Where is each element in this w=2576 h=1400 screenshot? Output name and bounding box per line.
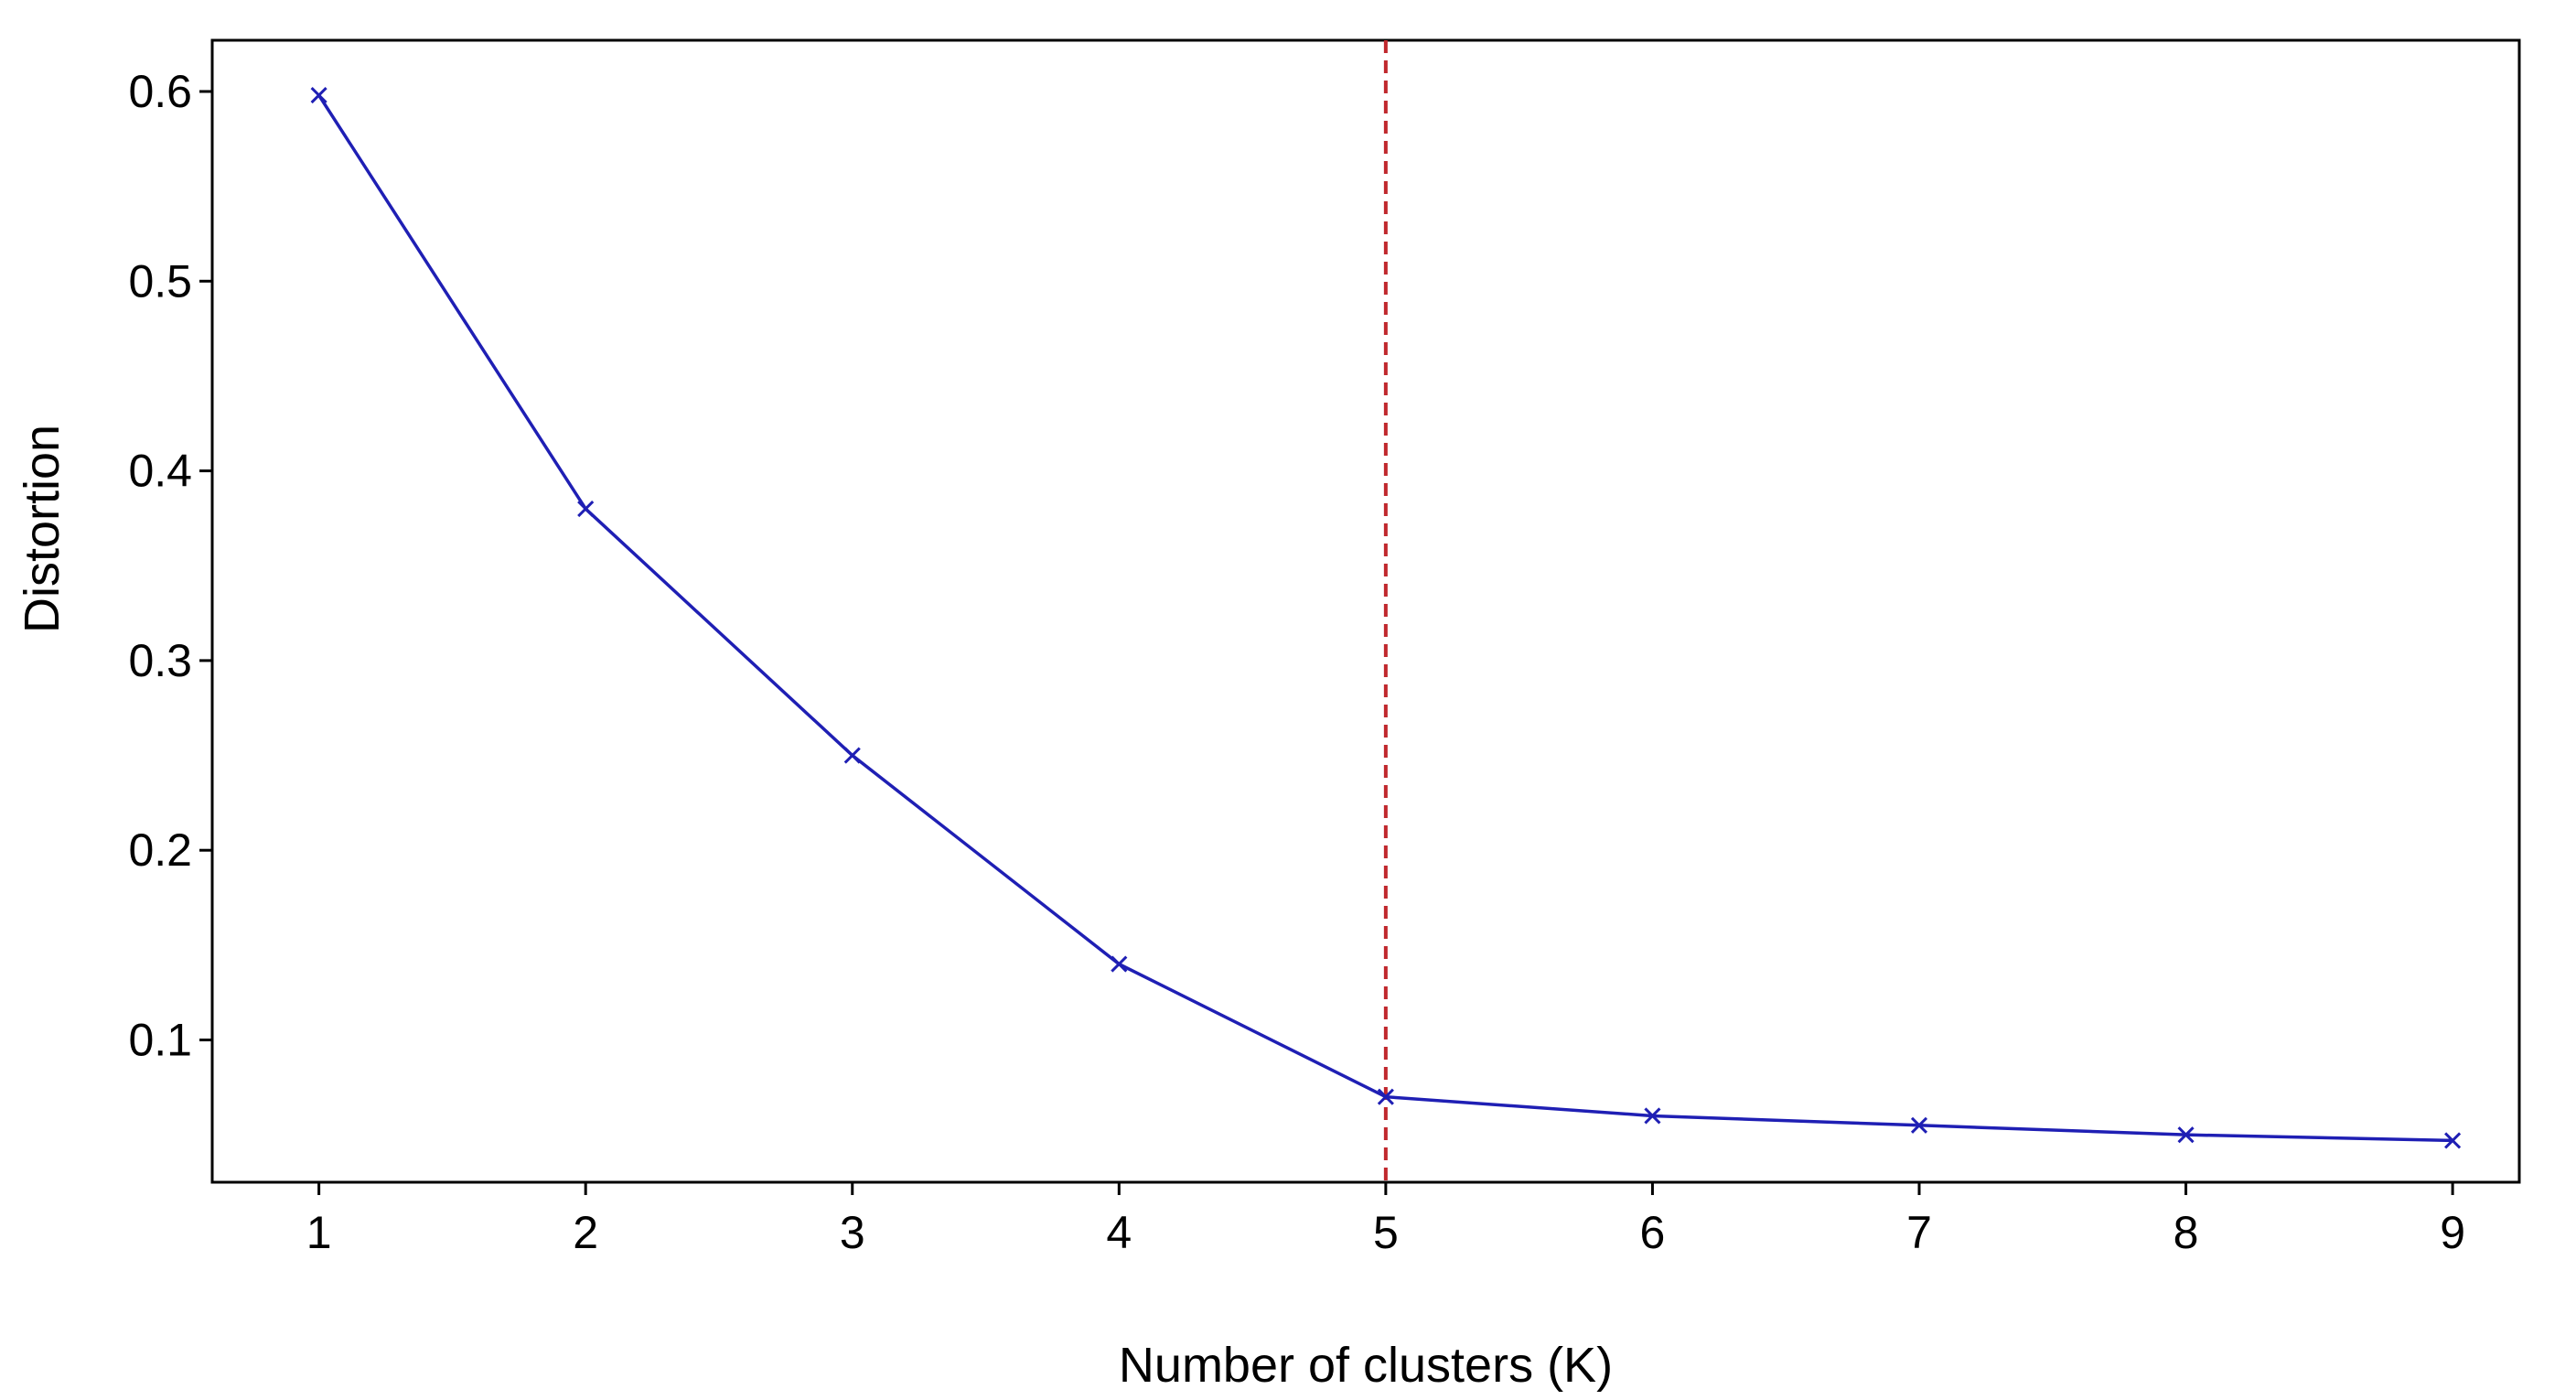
data-point-marker: [1377, 1088, 1394, 1105]
x-tick-label: 3: [840, 1207, 865, 1258]
x-tick-label: 4: [1106, 1207, 1132, 1258]
x-tick-label: 9: [2440, 1207, 2465, 1258]
y-tick-label: 0.1: [128, 1015, 192, 1066]
y-axis-title: Distortion: [15, 425, 70, 633]
data-point-marker: [310, 87, 327, 104]
data-point-marker: [843, 747, 861, 764]
x-axis-ticks: 1 2 3 4 5 6 7 8 9: [306, 1182, 2465, 1258]
y-tick-label: 0.3: [128, 635, 192, 686]
data-point-marker: [2444, 1132, 2462, 1149]
x-tick-label: 7: [1906, 1207, 1932, 1258]
data-point-marker: [577, 500, 595, 518]
x-tick-label: 8: [2174, 1207, 2199, 1258]
x-axis-title: Number of clusters (K): [1119, 1338, 1613, 1393]
x-tick-label: 1: [306, 1207, 332, 1258]
y-axis-ticks: 0.1 0.2 0.3 0.4 0.5 0.6: [128, 66, 212, 1066]
y-tick-label: 0.2: [128, 824, 192, 876]
data-point-marker: [1644, 1107, 1661, 1125]
series-group: [310, 87, 2462, 1149]
x-tick-label: 5: [1373, 1207, 1399, 1258]
x-tick-label: 6: [1640, 1207, 1666, 1258]
data-point-marker: [2177, 1126, 2195, 1144]
y-tick-label: 0.5: [128, 255, 192, 307]
data-point-marker: [1910, 1116, 1928, 1134]
data-point-marker: [1111, 955, 1128, 973]
y-tick-label: 0.4: [128, 446, 192, 497]
y-tick-label: 0.6: [128, 66, 192, 117]
x-tick-label: 2: [573, 1207, 598, 1258]
plot-frame: [210, 38, 2521, 1184]
